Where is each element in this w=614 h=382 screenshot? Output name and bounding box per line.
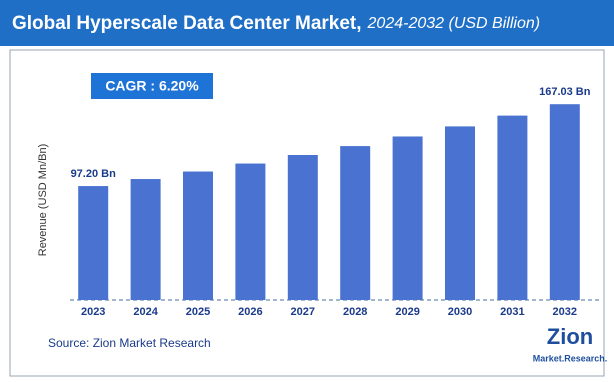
source: Source: Zion Market Research	[48, 336, 211, 350]
bar	[445, 126, 475, 300]
x-tick-label: 2026	[238, 306, 262, 318]
x-tick-label: 2030	[448, 306, 472, 318]
x-tick-label: 2023	[81, 306, 105, 318]
title-bar	[0, 0, 614, 46]
cagr-label: CAGR : 6.20%	[105, 78, 199, 94]
bar	[183, 171, 213, 300]
bar	[235, 163, 266, 300]
x-tick-label: 2025	[186, 306, 210, 318]
logo: Zion	[547, 324, 593, 349]
bar	[392, 136, 423, 300]
x-tick-label: 2028	[343, 306, 367, 318]
x-tick-label: 2031	[500, 306, 524, 318]
value-label: 97.20 Bn	[71, 168, 117, 180]
cagr-box	[91, 73, 213, 99]
value-label: 167.03 Bn	[539, 86, 591, 98]
bar	[287, 154, 318, 300]
x-tick-label: 2032	[553, 306, 577, 318]
bar	[340, 146, 371, 300]
chart-frame	[9, 49, 605, 377]
x-tick-label: 2024	[133, 306, 158, 318]
chart-title: Global Hyperscale Data Center Market, 202…	[12, 13, 540, 34]
logo-sub: Market.Research.	[533, 353, 608, 363]
x-tick-label: 2029	[395, 306, 419, 318]
y-axis-label: Revenue (USD Mn/Bn)	[37, 144, 49, 257]
bar	[130, 179, 161, 300]
bar	[497, 115, 528, 301]
x-tick-label: 2027	[291, 306, 315, 318]
bar	[549, 104, 580, 300]
bar	[78, 186, 109, 300]
